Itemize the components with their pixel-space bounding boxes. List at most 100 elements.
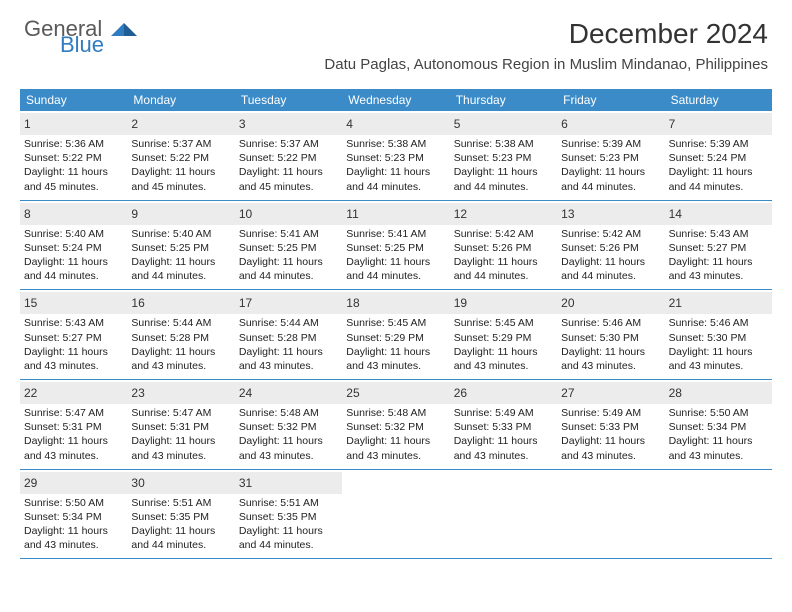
week-row: 22Sunrise: 5:47 AMSunset: 5:31 PMDayligh… xyxy=(20,380,772,470)
day-cell: 13Sunrise: 5:42 AMSunset: 5:26 PMDayligh… xyxy=(557,201,664,290)
daylight-line: Daylight: 11 hours and 43 minutes. xyxy=(669,434,768,462)
sunset-line: Sunset: 5:23 PM xyxy=(561,151,660,165)
day-cell: 29Sunrise: 5:50 AMSunset: 5:34 PMDayligh… xyxy=(20,470,127,559)
sunset-line: Sunset: 5:22 PM xyxy=(239,151,338,165)
sunrise-line: Sunrise: 5:43 AM xyxy=(669,227,768,241)
day-cell: 2Sunrise: 5:37 AMSunset: 5:22 PMDaylight… xyxy=(127,111,234,200)
week-row: 8Sunrise: 5:40 AMSunset: 5:24 PMDaylight… xyxy=(20,201,772,291)
sunset-line: Sunset: 5:30 PM xyxy=(669,331,768,345)
dow-cell: Tuesday xyxy=(235,89,342,111)
sunrise-line: Sunrise: 5:41 AM xyxy=(346,227,445,241)
sunset-line: Sunset: 5:32 PM xyxy=(346,420,445,434)
day-cell: 23Sunrise: 5:47 AMSunset: 5:31 PMDayligh… xyxy=(127,380,234,469)
day-number: 25 xyxy=(346,386,359,400)
day-number: 16 xyxy=(131,296,144,310)
sunrise-line: Sunrise: 5:37 AM xyxy=(239,137,338,151)
week-row: 1Sunrise: 5:36 AMSunset: 5:22 PMDaylight… xyxy=(20,111,772,201)
day-cell: 30Sunrise: 5:51 AMSunset: 5:35 PMDayligh… xyxy=(127,470,234,559)
day-number: 20 xyxy=(561,296,574,310)
day-number: 23 xyxy=(131,386,144,400)
day-cell: 26Sunrise: 5:49 AMSunset: 5:33 PMDayligh… xyxy=(450,380,557,469)
daylight-line: Daylight: 11 hours and 44 minutes. xyxy=(131,524,230,552)
sunset-line: Sunset: 5:28 PM xyxy=(131,331,230,345)
week-row: 15Sunrise: 5:43 AMSunset: 5:27 PMDayligh… xyxy=(20,290,772,380)
sunrise-line: Sunrise: 5:41 AM xyxy=(239,227,338,241)
daylight-line: Daylight: 11 hours and 43 minutes. xyxy=(561,345,660,373)
brand-logo: General Blue xyxy=(24,18,137,56)
sunset-line: Sunset: 5:26 PM xyxy=(561,241,660,255)
title-block: December 2024 Datu Paglas, Autonomous Re… xyxy=(324,18,768,73)
sunset-line: Sunset: 5:23 PM xyxy=(454,151,553,165)
sunset-line: Sunset: 5:27 PM xyxy=(24,331,123,345)
day-number: 1 xyxy=(24,117,31,131)
sunrise-line: Sunrise: 5:44 AM xyxy=(239,316,338,330)
day-cell: 31Sunrise: 5:51 AMSunset: 5:35 PMDayligh… xyxy=(235,470,342,559)
day-cell: 15Sunrise: 5:43 AMSunset: 5:27 PMDayligh… xyxy=(20,290,127,379)
day-number: 27 xyxy=(561,386,574,400)
daylight-line: Daylight: 11 hours and 44 minutes. xyxy=(131,255,230,283)
day-cell: 22Sunrise: 5:47 AMSunset: 5:31 PMDayligh… xyxy=(20,380,127,469)
day-cell: 5Sunrise: 5:38 AMSunset: 5:23 PMDaylight… xyxy=(450,111,557,200)
dow-cell: Thursday xyxy=(450,89,557,111)
day-number: 14 xyxy=(669,207,682,221)
day-cell: 9Sunrise: 5:40 AMSunset: 5:25 PMDaylight… xyxy=(127,201,234,290)
day-cell: 18Sunrise: 5:45 AMSunset: 5:29 PMDayligh… xyxy=(342,290,449,379)
day-number: 9 xyxy=(131,207,138,221)
day-number: 11 xyxy=(346,207,358,221)
daylight-line: Daylight: 11 hours and 43 minutes. xyxy=(561,434,660,462)
sunset-line: Sunset: 5:31 PM xyxy=(131,420,230,434)
day-cell: 19Sunrise: 5:45 AMSunset: 5:29 PMDayligh… xyxy=(450,290,557,379)
sunset-line: Sunset: 5:22 PM xyxy=(24,151,123,165)
daylight-line: Daylight: 11 hours and 43 minutes. xyxy=(239,345,338,373)
day-cell: 6Sunrise: 5:39 AMSunset: 5:23 PMDaylight… xyxy=(557,111,664,200)
sunset-line: Sunset: 5:35 PM xyxy=(131,510,230,524)
sunset-line: Sunset: 5:24 PM xyxy=(24,241,123,255)
day-number: 17 xyxy=(239,296,252,310)
day-number: 29 xyxy=(24,476,37,490)
day-number: 30 xyxy=(131,476,144,490)
sunset-line: Sunset: 5:25 PM xyxy=(239,241,338,255)
sunset-line: Sunset: 5:24 PM xyxy=(669,151,768,165)
sunrise-line: Sunrise: 5:40 AM xyxy=(24,227,123,241)
sunrise-line: Sunrise: 5:38 AM xyxy=(346,137,445,151)
daylight-line: Daylight: 11 hours and 43 minutes. xyxy=(669,255,768,283)
daylight-line: Daylight: 11 hours and 43 minutes. xyxy=(239,434,338,462)
day-number: 22 xyxy=(24,386,37,400)
sunrise-line: Sunrise: 5:44 AM xyxy=(131,316,230,330)
calendar-grid: SundayMondayTuesdayWednesdayThursdayFrid… xyxy=(20,89,772,559)
sunset-line: Sunset: 5:28 PM xyxy=(239,331,338,345)
sunrise-line: Sunrise: 5:45 AM xyxy=(346,316,445,330)
day-cell: 25Sunrise: 5:48 AMSunset: 5:32 PMDayligh… xyxy=(342,380,449,469)
day-cell xyxy=(665,470,772,559)
sunset-line: Sunset: 5:29 PM xyxy=(346,331,445,345)
daylight-line: Daylight: 11 hours and 44 minutes. xyxy=(561,165,660,193)
day-number: 2 xyxy=(131,117,138,131)
daylight-line: Daylight: 11 hours and 45 minutes. xyxy=(239,165,338,193)
sunset-line: Sunset: 5:34 PM xyxy=(24,510,123,524)
day-number: 19 xyxy=(454,296,467,310)
sunrise-line: Sunrise: 5:39 AM xyxy=(669,137,768,151)
daylight-line: Daylight: 11 hours and 44 minutes. xyxy=(561,255,660,283)
sunrise-line: Sunrise: 5:48 AM xyxy=(346,406,445,420)
sunrise-line: Sunrise: 5:50 AM xyxy=(24,496,123,510)
sunset-line: Sunset: 5:27 PM xyxy=(669,241,768,255)
day-cell: 1Sunrise: 5:36 AMSunset: 5:22 PMDaylight… xyxy=(20,111,127,200)
sunrise-line: Sunrise: 5:46 AM xyxy=(669,316,768,330)
sunset-line: Sunset: 5:23 PM xyxy=(346,151,445,165)
day-cell xyxy=(557,470,664,559)
daylight-line: Daylight: 11 hours and 45 minutes. xyxy=(131,165,230,193)
day-cell: 20Sunrise: 5:46 AMSunset: 5:30 PMDayligh… xyxy=(557,290,664,379)
sunset-line: Sunset: 5:32 PM xyxy=(239,420,338,434)
day-number: 28 xyxy=(669,386,682,400)
daylight-line: Daylight: 11 hours and 43 minutes. xyxy=(131,345,230,373)
day-of-week-header: SundayMondayTuesdayWednesdayThursdayFrid… xyxy=(20,89,772,111)
day-cell: 8Sunrise: 5:40 AMSunset: 5:24 PMDaylight… xyxy=(20,201,127,290)
brand-word-2: Blue xyxy=(60,34,137,56)
sunset-line: Sunset: 5:25 PM xyxy=(346,241,445,255)
day-cell: 7Sunrise: 5:39 AMSunset: 5:24 PMDaylight… xyxy=(665,111,772,200)
sunrise-line: Sunrise: 5:38 AM xyxy=(454,137,553,151)
sunrise-line: Sunrise: 5:50 AM xyxy=(669,406,768,420)
sunset-line: Sunset: 5:26 PM xyxy=(454,241,553,255)
daylight-line: Daylight: 11 hours and 44 minutes. xyxy=(346,165,445,193)
sunset-line: Sunset: 5:33 PM xyxy=(454,420,553,434)
